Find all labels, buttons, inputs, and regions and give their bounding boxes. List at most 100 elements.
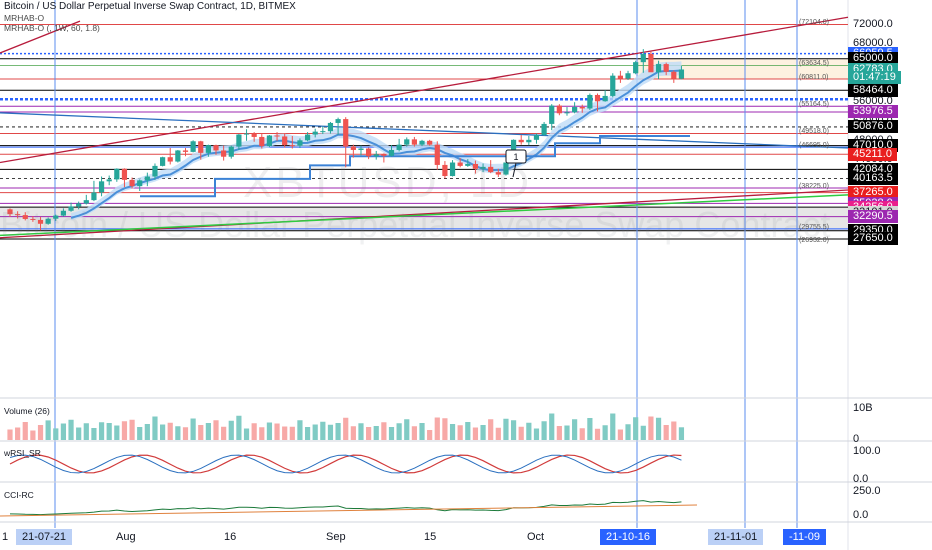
volume-bar	[228, 420, 234, 440]
volume-bar	[213, 420, 219, 440]
time-label-sep: Sep	[326, 531, 346, 543]
candle	[488, 160, 494, 174]
candle-body	[625, 73, 631, 79]
volume-bar	[488, 419, 494, 440]
candle-body	[289, 145, 295, 147]
chart-title[interactable]: Bitcoin / US Dollar Perpetual Inverse Sw…	[4, 1, 296, 12]
level-value-label: (29755.5)	[799, 223, 829, 231]
candle-body	[37, 219, 44, 224]
candle	[579, 104, 585, 113]
weekly-step-line	[140, 134, 690, 198]
candle-body	[91, 192, 97, 201]
candle-body	[221, 150, 227, 157]
candle	[68, 202, 74, 212]
candle	[549, 104, 555, 131]
candle	[259, 133, 265, 149]
candle-body	[594, 94, 601, 102]
candle	[266, 135, 273, 148]
candle	[320, 126, 326, 135]
candle	[137, 179, 143, 191]
candle	[228, 145, 234, 159]
candle-body	[30, 218, 36, 220]
volume-axis-max: 10B	[853, 402, 873, 414]
candle	[297, 138, 303, 149]
candle-body	[465, 163, 471, 166]
candle-body	[633, 62, 639, 74]
rsi-line	[9, 454, 682, 474]
candle	[541, 121, 547, 136]
volume-bar	[648, 416, 654, 440]
candle	[594, 93, 601, 112]
volume-panel-label[interactable]: Volume (26)	[4, 406, 50, 416]
time-highlight-mid[interactable]: 21-10-16	[600, 529, 657, 545]
candle-body	[549, 105, 555, 124]
candle	[327, 121, 334, 134]
candle	[442, 161, 448, 179]
trend-line-lower	[0, 189, 849, 239]
cci-panel-label[interactable]: CCI-RC	[4, 490, 34, 500]
trend-line-upper	[0, 16, 849, 164]
volume-bar	[152, 416, 158, 440]
candle	[533, 133, 540, 144]
volume-bar	[37, 425, 44, 440]
candle-body	[137, 180, 143, 187]
price-tag: 58464.0	[848, 83, 898, 97]
volume-bar	[633, 417, 639, 440]
volume-bar	[480, 425, 486, 440]
candle-body	[312, 131, 318, 135]
time-highlight-right[interactable]: 21-11-01	[708, 529, 764, 545]
candle	[175, 149, 181, 163]
rsi-panel-label[interactable]: wRSI_SR	[4, 448, 41, 458]
candle-body	[160, 157, 166, 166]
volume-bar	[594, 428, 601, 440]
candle-body	[15, 214, 21, 216]
callout-text: 1	[513, 152, 518, 162]
volume-bar	[442, 418, 448, 440]
candle-body	[304, 134, 311, 141]
volume-bar	[457, 425, 463, 440]
candle-body	[373, 154, 379, 157]
candle-body	[495, 172, 501, 175]
candle	[663, 62, 669, 76]
candle-body	[121, 168, 128, 180]
candle	[343, 117, 349, 168]
candle-body	[358, 148, 364, 150]
candle	[91, 180, 97, 202]
indicator-label-1[interactable]: MRHAB-O	[4, 13, 45, 23]
time-highlight-start[interactable]: 21-07-21	[16, 529, 73, 545]
ma-cloud	[71, 61, 682, 221]
candle-body	[327, 122, 334, 132]
price-tag: 01:47:19	[848, 70, 901, 84]
candle-body	[114, 168, 120, 180]
volume-bar	[7, 429, 13, 440]
indicator-label-2[interactable]: MRHAB-O (, 1W, 60, 1.8)	[4, 23, 100, 33]
volume-bar	[465, 422, 471, 440]
volume-bar	[350, 426, 356, 440]
volume-bar	[15, 427, 21, 440]
time-highlight-end[interactable]: -11-09	[783, 529, 826, 545]
candle-body	[152, 165, 158, 177]
candle-body	[45, 218, 51, 224]
ma-line	[70, 69, 682, 219]
candle	[465, 159, 471, 167]
volume-bar	[45, 420, 51, 440]
volume-bar	[427, 430, 433, 440]
price-axis-label: 68000.0	[853, 37, 893, 50]
level-value-label: (26932.0)	[799, 237, 829, 245]
price-tag: 53976.5	[848, 105, 898, 119]
volume-bar	[579, 428, 585, 440]
candle-body	[182, 150, 189, 152]
candle-body	[579, 107, 585, 109]
price-tag: 27650.0	[848, 232, 898, 246]
candle-body	[388, 149, 395, 156]
candle-body	[587, 94, 593, 109]
candle	[106, 175, 112, 186]
candle-body	[144, 176, 150, 181]
volume-bar	[144, 424, 150, 440]
candle-body	[564, 112, 570, 114]
volume-bar	[121, 421, 128, 440]
level-value-label: (55164.5)	[799, 101, 829, 109]
candle	[60, 208, 67, 217]
candle-body	[434, 144, 440, 165]
